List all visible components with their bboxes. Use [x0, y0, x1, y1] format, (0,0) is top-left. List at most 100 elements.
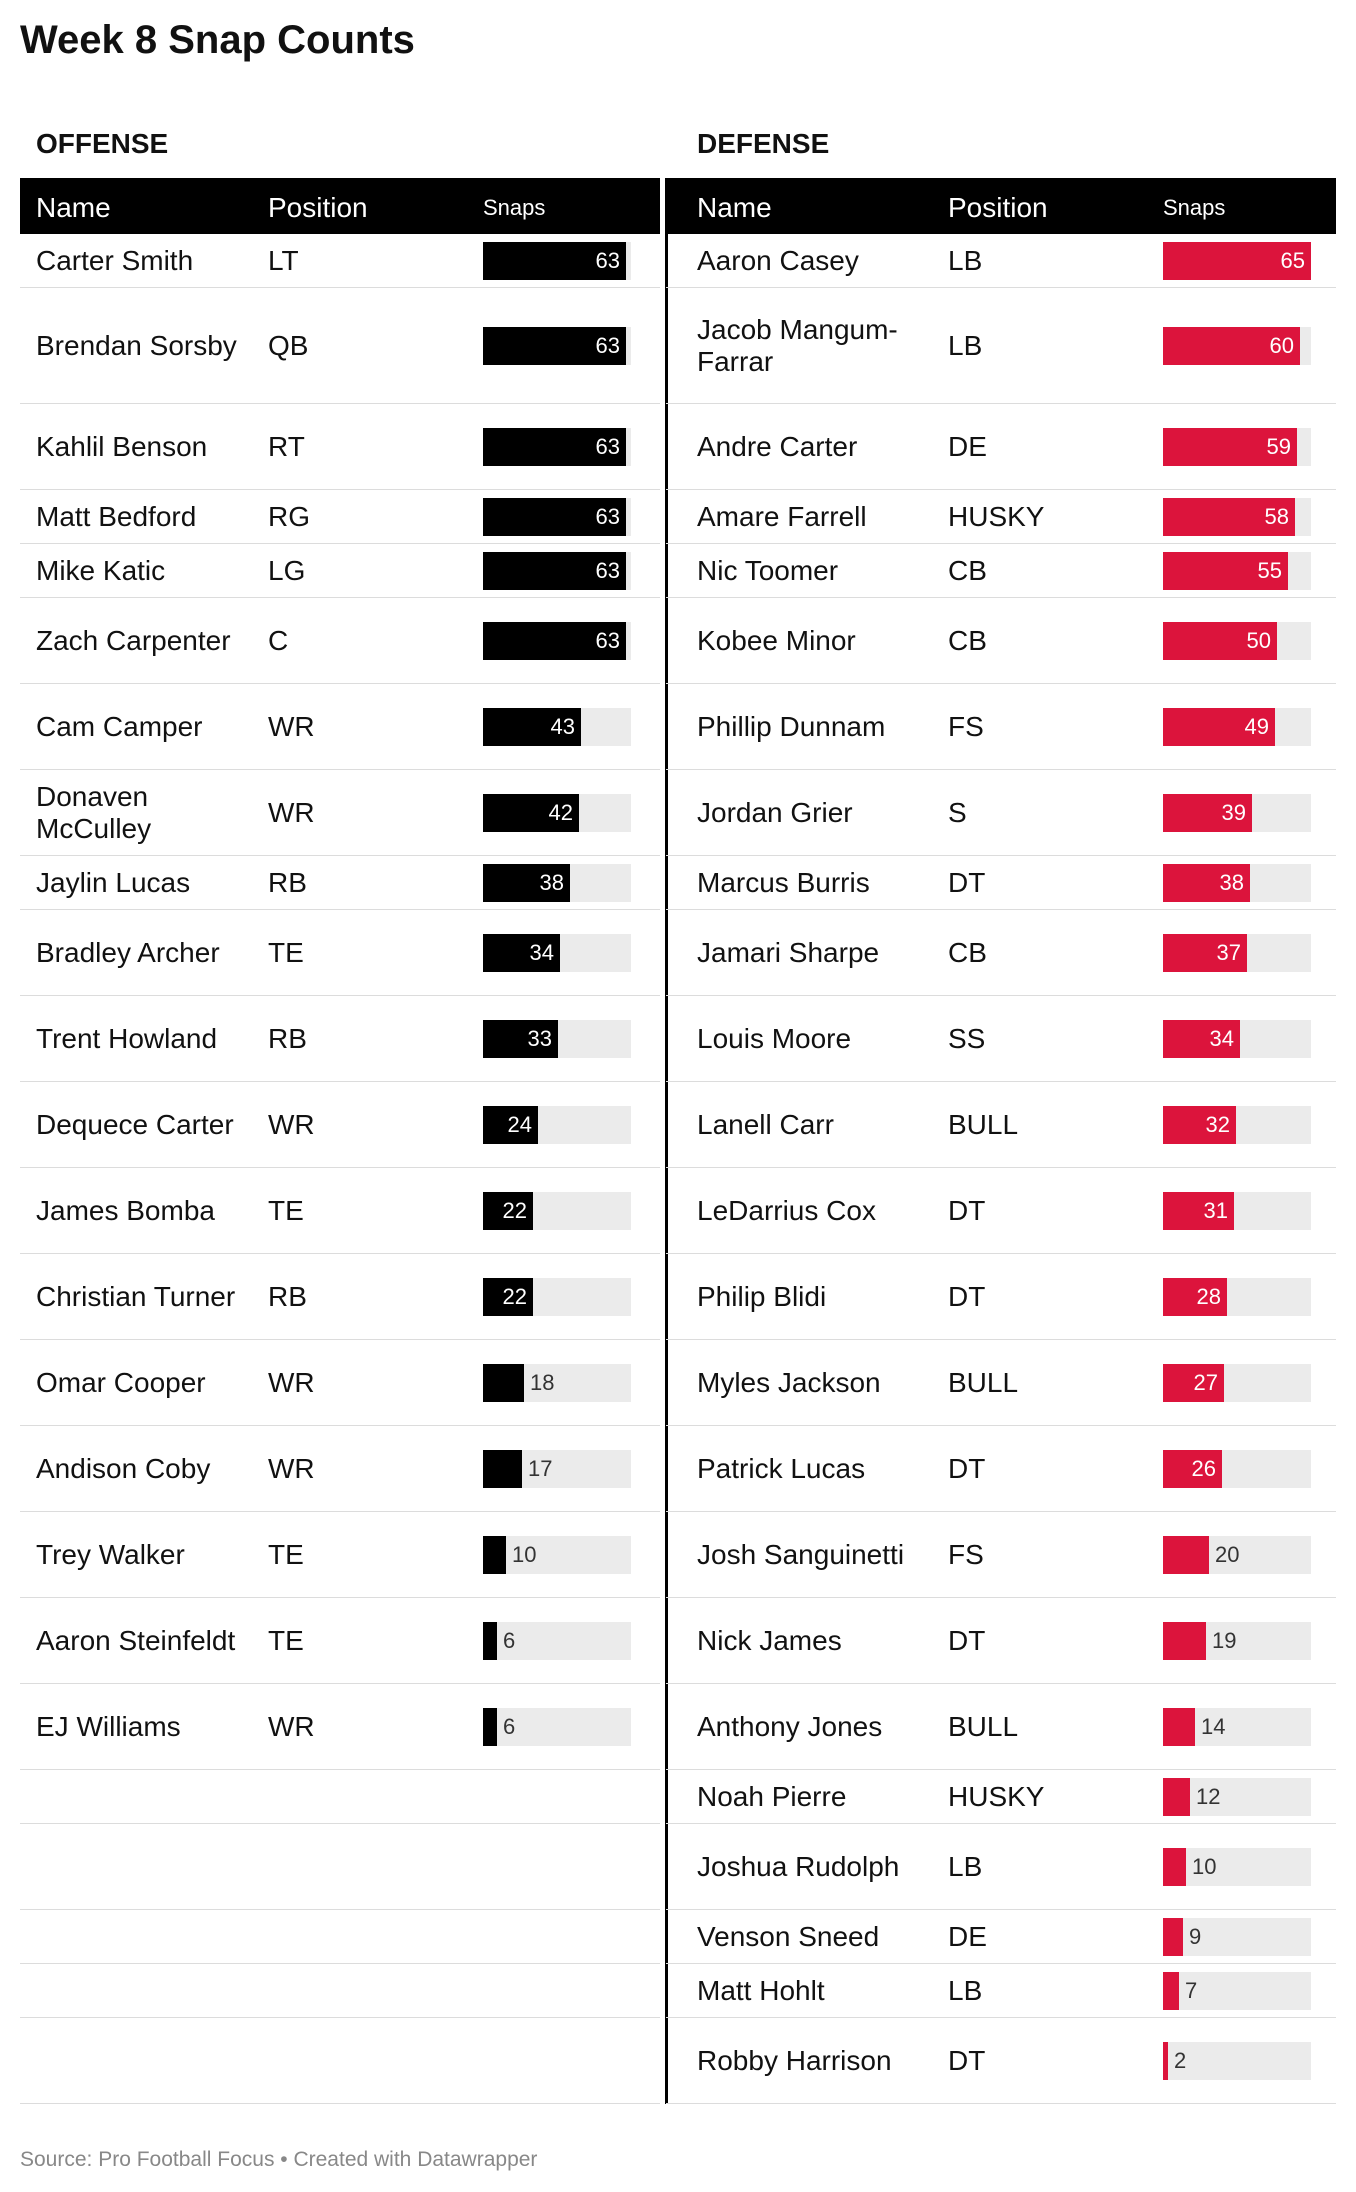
- defense-player-name: Venson Sneed: [697, 1920, 880, 1952]
- defense-player-name: Jordan Grier: [697, 796, 853, 828]
- offense-player-name: Andison Coby: [36, 1452, 211, 1484]
- offense-player-name: Jaylin Lucas: [36, 866, 191, 898]
- defense-snap-bar-track: 38: [1163, 863, 1311, 902]
- offense-player-name: Aaron Steinfeldt: [36, 1624, 236, 1656]
- defense-snap-bar: [1163, 707, 1275, 746]
- defense-snap-value: 20: [1215, 1541, 1240, 1567]
- offense-snap-bar-track: 42: [483, 793, 631, 832]
- offense-snap-bar-track: 6: [483, 1621, 631, 1660]
- defense-snap-value: 58: [1264, 503, 1289, 529]
- table-row: Marcus Burris DT 38: [666, 856, 1336, 910]
- defense-snap-value: 59: [1266, 433, 1291, 459]
- empty-table-row: [20, 1824, 660, 1910]
- defense-snap-value: 49: [1244, 713, 1269, 739]
- offense-snap-value: 10: [512, 1541, 537, 1567]
- defense-snap-bar: [1163, 1019, 1240, 1058]
- defense-snap-bar: [1163, 933, 1247, 972]
- offense-header-row: Name Position Snaps: [20, 181, 660, 234]
- defense-snap-bar-track: 20: [1163, 1535, 1311, 1574]
- defense-snap-value: 26: [1191, 1455, 1216, 1481]
- offense-snap-bar-track: 22: [483, 1277, 631, 1316]
- offense-player-position: TE: [268, 1624, 304, 1656]
- defense-header-position[interactable]: Position: [948, 192, 1048, 223]
- defense-player-name: Matt Hohlt: [697, 1974, 825, 2006]
- offense-player-name: Trent Howland: [36, 1022, 218, 1054]
- offense-snap-value: 63: [595, 503, 620, 529]
- defense-snap-bar-track: 39: [1163, 793, 1311, 832]
- offense-snap-value: 63: [595, 557, 620, 583]
- defense-snap-value: 28: [1196, 1283, 1221, 1309]
- offense-snap-bar-track: 33: [483, 1019, 631, 1058]
- offense-header-position[interactable]: Position: [268, 192, 368, 223]
- defense-snap-bar: [1163, 497, 1295, 536]
- defense-snap-value: 37: [1216, 939, 1241, 965]
- defense-player-position: CB: [948, 554, 987, 586]
- empty-table-row: [20, 1964, 660, 2018]
- table-row: James Bomba TE 22: [20, 1168, 660, 1254]
- table-row: Myles Jackson BULL 27: [666, 1340, 1336, 1426]
- defense-snap-value: 7: [1185, 1977, 1198, 2003]
- defense-player-name: Patrick Lucas: [697, 1452, 866, 1484]
- offense-snap-bar-track: 17: [483, 1449, 631, 1488]
- offense-snap-value: 63: [595, 433, 620, 459]
- defense-player-position: DE: [948, 430, 987, 462]
- offense-snap-bar: [483, 1621, 497, 1660]
- offense-player-name: Christian Turner: [36, 1280, 236, 1312]
- offense-player-position: LT: [268, 244, 299, 276]
- offense-player-name: Mike Katic: [36, 554, 166, 586]
- defense-snap-bar-track: 14: [1163, 1707, 1311, 1746]
- table-row: Christian Turner RB 22: [20, 1254, 660, 1340]
- empty-table-row: [20, 1910, 660, 1964]
- defense-snap-value: 19: [1212, 1627, 1237, 1653]
- defense-snap-value: 27: [1193, 1369, 1218, 1395]
- offense-player-position: WR: [268, 796, 315, 828]
- defense-snap-bar-track: 34: [1163, 1019, 1311, 1058]
- table-divider: [665, 178, 668, 2104]
- offense-snap-bar: [483, 326, 626, 365]
- table-row: Nic Toomer CB 55: [666, 544, 1336, 598]
- offense-header-name[interactable]: Name: [36, 192, 111, 223]
- defense-snap-bar: [1163, 1191, 1234, 1230]
- defense-snap-bar-track: 9: [1163, 1917, 1311, 1956]
- offense-snap-bar-track: 22: [483, 1191, 631, 1230]
- defense-snap-bar-track: 28: [1163, 1277, 1311, 1316]
- offense-snap-bar: [483, 1105, 538, 1144]
- table-row: Patrick Lucas DT 26: [666, 1426, 1336, 1512]
- offense-snap-bar: [483, 427, 626, 466]
- defense-player-name: Joshua Rudolph: [697, 1850, 900, 1882]
- defense-snap-bar: [1163, 1363, 1224, 1402]
- defense-player-position: BULL: [948, 1710, 1019, 1742]
- defense-snap-bar-track: 49: [1163, 707, 1311, 746]
- defense-header-name[interactable]: Name: [697, 192, 772, 223]
- defense-player-position: LB: [948, 1850, 983, 1882]
- offense-snap-bar: [483, 1191, 533, 1230]
- defense-snap-bar-track: 19: [1163, 1621, 1311, 1660]
- defense-player-position: DE: [948, 1920, 987, 1952]
- table-row: Jacob Mangum-Farrar LB 60: [666, 288, 1336, 404]
- offense-snap-value: 42: [548, 799, 573, 825]
- defense-player-position: DT: [948, 2044, 986, 2076]
- offense-header-snaps[interactable]: Snaps: [483, 195, 546, 220]
- table-row: Donaven McCulley WR 42: [20, 770, 660, 856]
- defense-snap-bar: [1163, 1277, 1227, 1316]
- defense-snap-bar: [1163, 1971, 1179, 2010]
- offense-snap-bar: [483, 793, 579, 832]
- table-row: Kobee Minor CB 50: [666, 598, 1336, 684]
- offense-snap-value: 6: [503, 1627, 516, 1653]
- table-row: Trey Walker TE 10: [20, 1512, 660, 1598]
- defense-player-position: BULL: [948, 1366, 1019, 1398]
- defense-player-name: Noah Pierre: [697, 1780, 847, 1812]
- table-row: Jamari Sharpe CB 37: [666, 910, 1336, 996]
- offense-snap-value: 17: [528, 1455, 553, 1481]
- offense-player-name: Dequece Carter: [36, 1108, 234, 1140]
- empty-table-row: [20, 2018, 660, 2104]
- defense-header-snaps[interactable]: Snaps: [1163, 195, 1226, 220]
- offense-snap-value: 63: [595, 247, 620, 273]
- offense-snap-bar: [483, 933, 560, 972]
- defense-snap-bar: [1163, 793, 1252, 832]
- offense-snap-bar-track: 63: [483, 621, 631, 660]
- table-row: Jaylin Lucas RB 38: [20, 856, 660, 910]
- offense-snap-value: 33: [527, 1025, 552, 1051]
- offense-top-rule: [20, 178, 660, 181]
- defense-snap-bar: [1163, 1105, 1236, 1144]
